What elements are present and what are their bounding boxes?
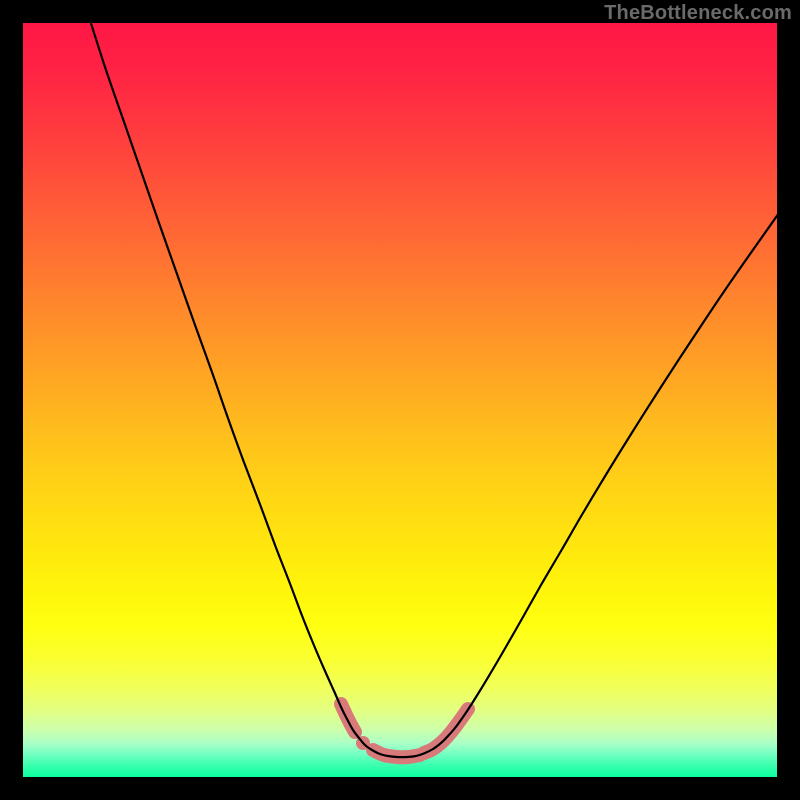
bottleneck-curve <box>89 23 777 757</box>
trough-highlight <box>341 704 468 757</box>
chart-frame: TheBottleneck.com <box>0 0 800 800</box>
watermark-text: TheBottleneck.com <box>604 2 792 25</box>
plot-area <box>23 23 777 777</box>
curve-layer <box>23 23 777 777</box>
